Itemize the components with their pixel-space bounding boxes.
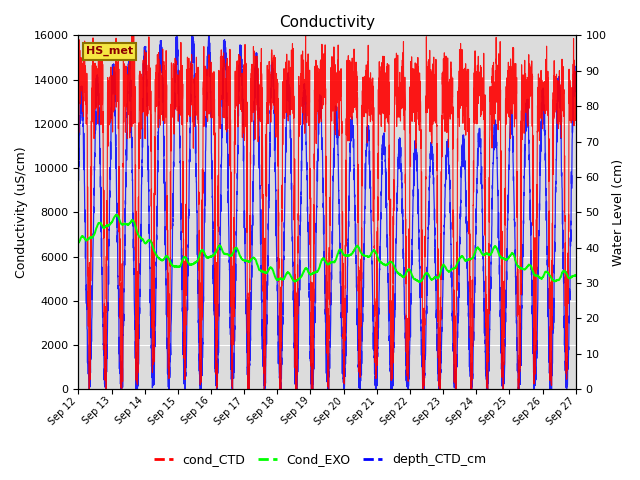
Y-axis label: Water Level (cm): Water Level (cm): [612, 159, 625, 266]
Legend: cond_CTD, Cond_EXO, depth_CTD_cm: cond_CTD, Cond_EXO, depth_CTD_cm: [149, 448, 491, 471]
Text: HS_met: HS_met: [86, 46, 133, 56]
Y-axis label: Conductivity (uS/cm): Conductivity (uS/cm): [15, 146, 28, 278]
Title: Conductivity: Conductivity: [279, 15, 375, 30]
